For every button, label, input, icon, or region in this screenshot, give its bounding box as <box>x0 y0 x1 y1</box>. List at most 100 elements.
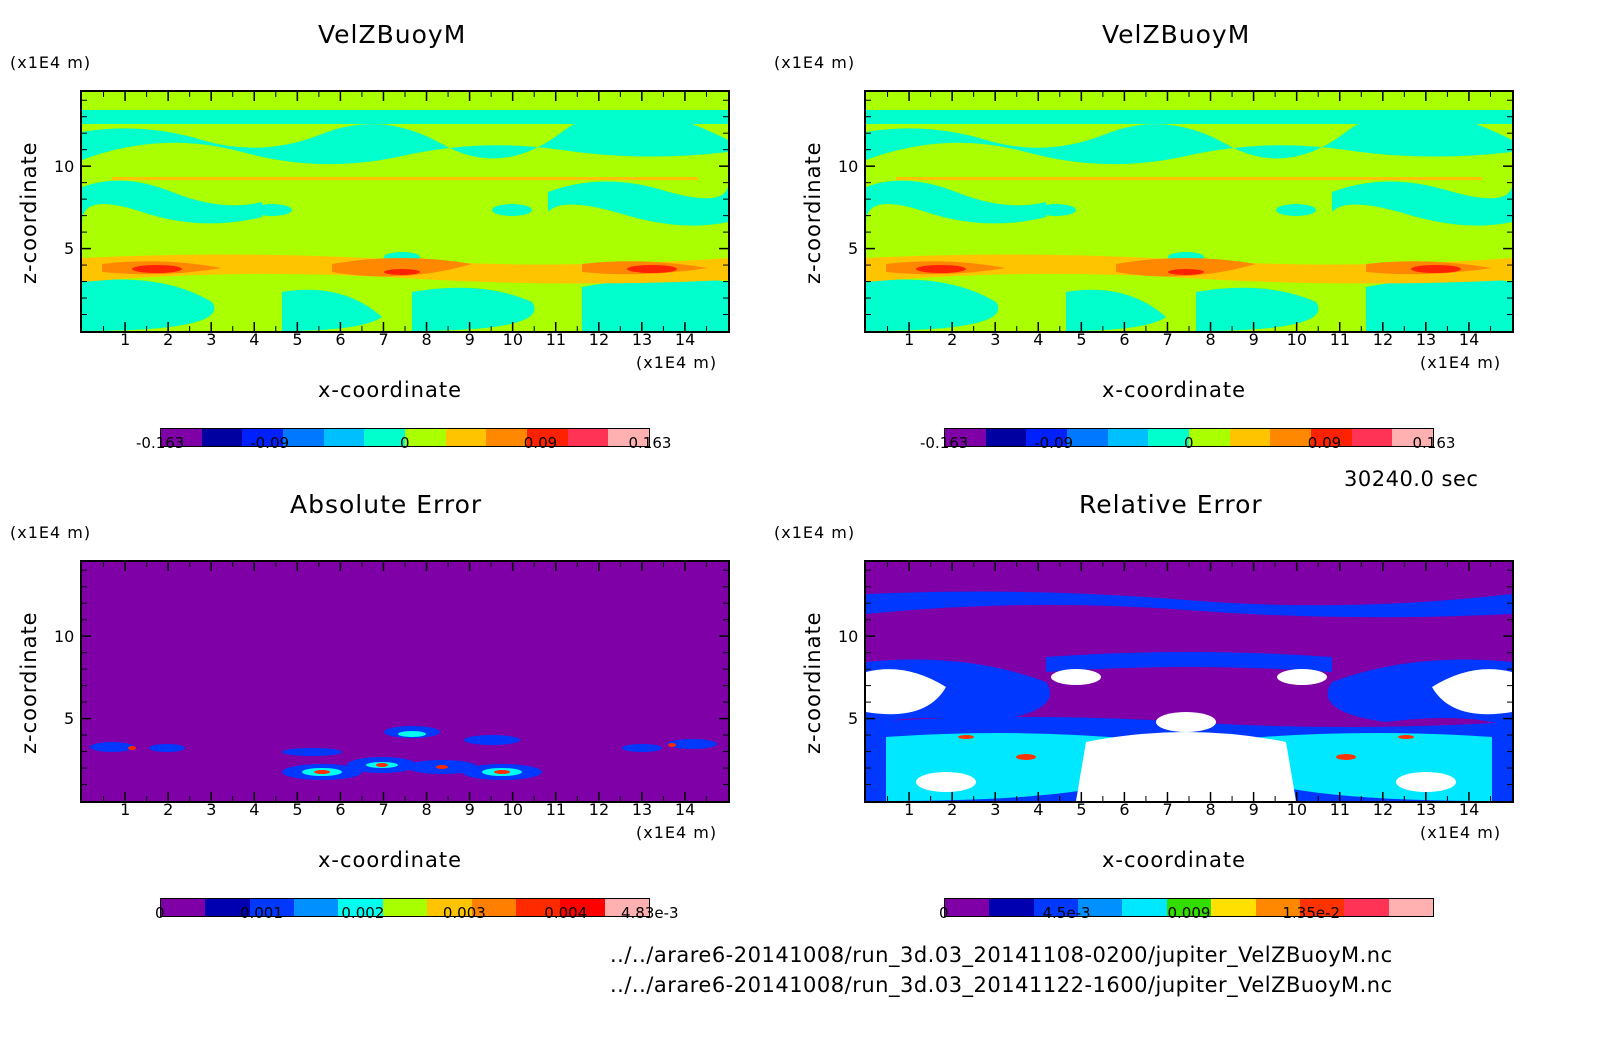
colorbar-tick-label: 0.004 <box>544 904 588 922</box>
x-tick-label: 8 <box>1205 330 1216 349</box>
colorbar-segment <box>608 429 650 446</box>
x-tick-label: 5 <box>1076 330 1087 349</box>
colorbar-segment <box>1311 429 1352 446</box>
colorbar-segment <box>405 429 446 446</box>
colorbar-segment <box>1270 429 1312 446</box>
x-tick-label: 4 <box>249 330 260 349</box>
x-tick-label: 5 <box>292 800 303 819</box>
colorbar-tick-label: -0.09 <box>1034 434 1074 452</box>
y-unit-label: (x1E4 m) <box>10 523 92 542</box>
x-tick-label: 11 <box>1329 800 1351 819</box>
colorbar-tick-label: 1.35e-2 <box>1282 904 1341 922</box>
colorbar-tick-label: -0.09 <box>250 434 290 452</box>
plot-area <box>80 560 730 803</box>
colorbar-segment <box>1351 429 1393 446</box>
colorbar-segment <box>471 899 516 916</box>
x-unit-label: (x1E4 m) <box>636 353 718 372</box>
x-tick-label: 10 <box>1286 330 1308 349</box>
x-axis-label: x-coordinate <box>1102 848 1247 872</box>
x-tick-label: 8 <box>1205 800 1216 819</box>
file-path-1: ../../arare6-20141008/run_3d.03_20141108… <box>610 943 1393 967</box>
x-tick-label: 9 <box>1248 330 1259 349</box>
colorbar-segment <box>1392 429 1434 446</box>
colorbar-tick-label: 0 <box>1184 434 1194 452</box>
x-tick-label: 2 <box>947 800 958 819</box>
x-tick-label: 3 <box>990 330 1001 349</box>
x-tick-label: 1 <box>904 330 915 349</box>
y-tick-label: 5 <box>64 239 75 259</box>
x-tick-label: 2 <box>163 330 174 349</box>
colorbar-segment <box>1189 429 1230 446</box>
y-unit-label: (x1E4 m) <box>774 53 856 72</box>
plot-area <box>80 90 730 333</box>
y-tick-label: 5 <box>848 709 859 729</box>
colorbar-segment <box>1299 899 1345 916</box>
colorbar-segment <box>1033 899 1079 916</box>
x-tick-label: 14 <box>1458 330 1480 349</box>
plot-area <box>864 90 1514 333</box>
x-tick-label: 8 <box>421 330 432 349</box>
x-tick-label: 4 <box>1033 330 1044 349</box>
x-tick-label: 8 <box>421 800 432 819</box>
colorbar-tick-label: -0.163 <box>136 434 185 452</box>
x-tick-label: 4 <box>1033 800 1044 819</box>
x-tick-label: 5 <box>1076 800 1087 819</box>
x-tick-label: 9 <box>464 330 475 349</box>
colorbar-segment <box>323 429 365 446</box>
x-tick-label: 6 <box>335 330 346 349</box>
colorbar-segment <box>1067 429 1108 446</box>
chart-title: VelZBuoyM <box>318 20 467 49</box>
y-tick-label: 10 <box>54 626 75 646</box>
y-axis-label: z-coordinate <box>17 141 41 284</box>
x-tick-label: 10 <box>502 330 524 349</box>
y-axis-label: z-coordinate <box>801 141 825 284</box>
y-tick-label: 10 <box>54 156 75 176</box>
x-tick-label: 13 <box>1415 330 1437 349</box>
colorbar-segment <box>985 429 1027 446</box>
x-tick-label: 13 <box>1415 800 1437 819</box>
x-tick-label: 11 <box>1329 330 1351 349</box>
x-tick-label: 5 <box>292 330 303 349</box>
chart-title: VelZBuoyM <box>1102 20 1251 49</box>
panel-velzbuoym-2: VelZBuoyM (x1E4 m) z-coordinate (x1E4 m)… <box>774 0 1584 470</box>
colorbar-segment <box>1388 899 1433 916</box>
colorbar-tick-label: 0.163 <box>1412 434 1456 452</box>
colorbar-segment <box>242 429 284 446</box>
file-path-2: ../../arare6-20141008/run_3d.03_20141122… <box>610 973 1393 997</box>
colorbar-segment <box>1078 899 1123 916</box>
x-axis-label: x-coordinate <box>318 848 463 872</box>
y-unit-label: (x1E4 m) <box>10 53 92 72</box>
colorbar <box>944 898 1434 917</box>
colorbar-segment <box>560 899 605 916</box>
x-tick-label: 10 <box>502 800 524 819</box>
x-tick-label: 3 <box>206 330 217 349</box>
colorbar <box>944 428 1434 447</box>
x-tick-label: 10 <box>1286 800 1308 819</box>
y-axis-label: z-coordinate <box>801 611 825 754</box>
colorbar-segment <box>427 899 472 916</box>
x-tick-label: 9 <box>1248 800 1259 819</box>
y-tick-label: 5 <box>848 239 859 259</box>
panel-velzbuoym-1: VelZBuoyM (x1E4 m) z-coordinate (x1E4 m)… <box>0 0 800 470</box>
x-unit-label: (x1E4 m) <box>1420 823 1502 842</box>
colorbar-tick-label: 0.163 <box>628 434 672 452</box>
colorbar-segment <box>1255 899 1300 916</box>
x-tick-label: 6 <box>1119 800 1130 819</box>
panel-absolute-error: Absolute Error (x1E4 m) z-coordinate (x1… <box>0 470 800 940</box>
x-tick-label: 7 <box>1162 330 1173 349</box>
y-tick-label: 5 <box>64 709 75 729</box>
colorbar-tick-label: 0.09 <box>1307 434 1342 452</box>
colorbar <box>160 428 650 447</box>
colorbar-tick-label: 0 <box>400 434 410 452</box>
colorbar-segment <box>283 429 324 446</box>
x-tick-label: 11 <box>545 800 567 819</box>
colorbar-tick-label: -0.163 <box>920 434 969 452</box>
x-tick-label: 12 <box>1372 330 1394 349</box>
x-tick-label: 13 <box>631 330 653 349</box>
colorbar-segment <box>205 899 250 916</box>
colorbar-tick-label: 0 <box>155 904 165 922</box>
x-tick-label: 6 <box>335 800 346 819</box>
colorbar-segment <box>1148 429 1190 446</box>
x-tick-label: 11 <box>545 330 567 349</box>
colorbar-tick-label: 0.003 <box>442 904 486 922</box>
